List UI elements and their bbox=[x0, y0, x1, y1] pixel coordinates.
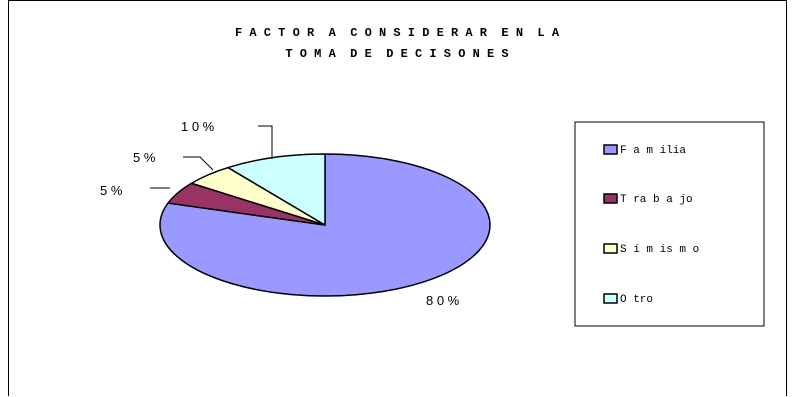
pie-leader-lines bbox=[150, 125, 273, 189]
chart-title-line-2: T O M A D E D E C I S O N E S bbox=[285, 47, 508, 61]
legend-box bbox=[574, 121, 765, 327]
legend-label-simismo: S í m is m o bbox=[620, 244, 699, 256]
legend-swatch-simismo bbox=[603, 243, 618, 254]
legend-label-familia: F a m ilia bbox=[620, 145, 686, 157]
legend-swatch-otro bbox=[603, 293, 618, 304]
chart-title-line-1: F A C T O R A C O N S I D E R A R E N L … bbox=[235, 26, 560, 40]
chart-area bbox=[8, 0, 787, 396]
legend-swatch-familia bbox=[603, 144, 618, 155]
slice-label-trabajo: 5 % bbox=[100, 183, 123, 198]
slice-otro bbox=[227, 153, 326, 226]
slice-label-otro: 1 0 % bbox=[181, 119, 215, 134]
leader-line-otro bbox=[258, 125, 273, 159]
legend-label-otro: O tro bbox=[620, 294, 653, 306]
legend-label-trabajo: T ra b a jo bbox=[620, 194, 693, 206]
slice-label-simismo: 5 % bbox=[133, 150, 156, 165]
leader-line-simismo bbox=[183, 156, 214, 171]
legend-swatch-trabajo bbox=[603, 193, 618, 204]
pie-slices bbox=[159, 153, 491, 297]
slice-label-familia: 8 0 % bbox=[426, 293, 460, 308]
legend bbox=[603, 144, 618, 304]
slice-familia bbox=[159, 153, 491, 297]
